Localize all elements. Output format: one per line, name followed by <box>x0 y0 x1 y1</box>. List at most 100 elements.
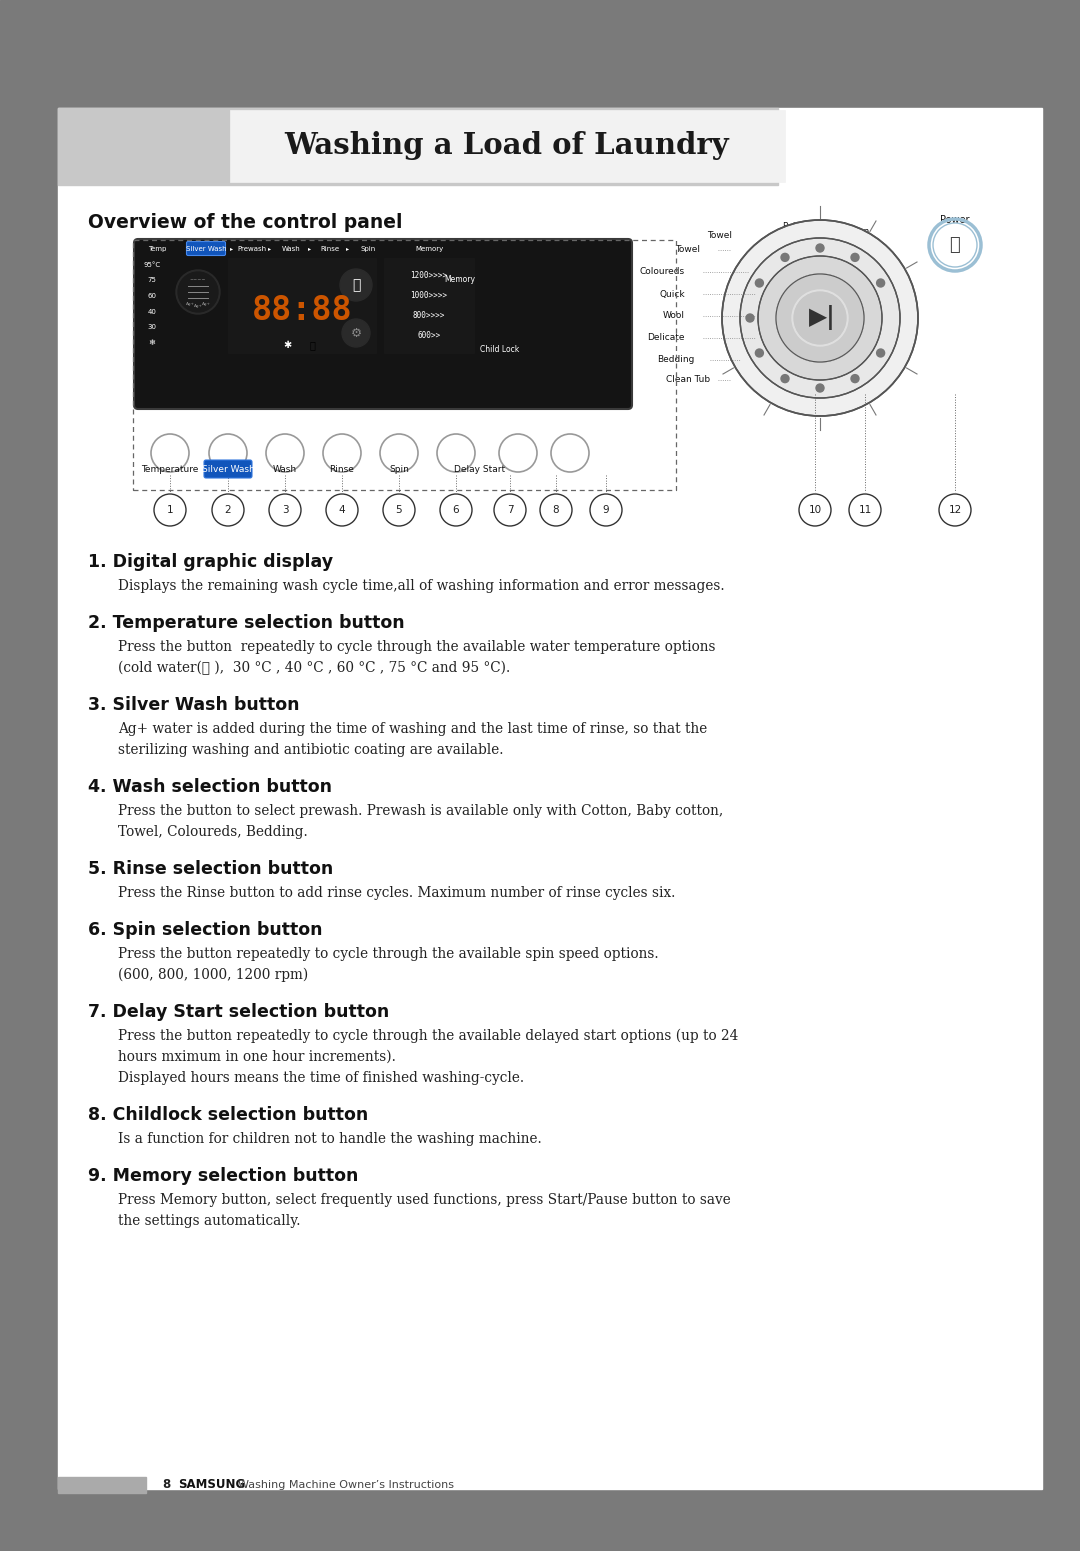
Text: Prewash: Prewash <box>238 247 267 251</box>
Text: SAMSUNG: SAMSUNG <box>178 1478 245 1492</box>
Text: 88:88: 88:88 <box>252 293 352 327</box>
Circle shape <box>777 275 864 361</box>
Text: 5: 5 <box>395 506 403 515</box>
Text: 1000>>>>: 1000>>>> <box>410 292 447 301</box>
Text: ❄: ❄ <box>149 338 156 347</box>
Bar <box>58 1477 146 1494</box>
Bar <box>1042 109 1080 1489</box>
Bar <box>58 109 778 185</box>
Circle shape <box>723 220 917 416</box>
Text: 1200>>>>: 1200>>>> <box>410 271 447 281</box>
Text: 8. Childlock selection button: 8. Childlock selection button <box>87 1106 368 1124</box>
Circle shape <box>740 237 900 399</box>
Text: Overview of the control panel: Overview of the control panel <box>87 212 403 231</box>
Text: Wash: Wash <box>282 247 300 251</box>
Text: 🔒: 🔒 <box>309 340 315 351</box>
Text: Wool: Wool <box>663 312 685 321</box>
Text: 1: 1 <box>166 506 173 515</box>
Text: Spin: Spin <box>361 247 376 251</box>
Circle shape <box>746 313 754 323</box>
Text: ✱: ✱ <box>283 340 292 351</box>
Text: 5. Rinse selection button: 5. Rinse selection button <box>87 859 334 878</box>
Text: 8: 8 <box>553 506 559 515</box>
FancyBboxPatch shape <box>187 242 226 256</box>
Text: ▸: ▸ <box>347 247 350 251</box>
Text: Towel, Coloureds, Bedding.: Towel, Coloureds, Bedding. <box>118 825 308 839</box>
Circle shape <box>781 253 789 262</box>
Text: (600, 800, 1000, 1200 rpm): (600, 800, 1000, 1200 rpm) <box>118 968 308 982</box>
Text: Temperature: Temperature <box>141 464 199 473</box>
Text: 4. Wash selection button: 4. Wash selection button <box>87 779 332 796</box>
Circle shape <box>816 385 824 392</box>
Text: Silver Wash: Silver Wash <box>186 247 227 251</box>
Text: Press the button  repeatedly to cycle through the available water temperature op: Press the button repeatedly to cycle thr… <box>118 641 715 655</box>
Bar <box>0 1489 1080 1551</box>
Text: Coloureds: Coloureds <box>639 267 685 276</box>
Text: Ag+: Ag+ <box>186 302 194 306</box>
Text: Ag+: Ag+ <box>193 304 203 309</box>
Circle shape <box>877 349 885 357</box>
Text: Ag+: Ag+ <box>202 302 211 306</box>
Bar <box>133 240 676 490</box>
FancyBboxPatch shape <box>204 461 252 478</box>
Circle shape <box>755 279 764 287</box>
Text: Silver Wash: Silver Wash <box>202 464 255 473</box>
Text: ~~~~: ~~~~ <box>190 278 206 282</box>
Text: Rinse: Rinse <box>329 464 354 473</box>
Text: 6. Spin selection button: 6. Spin selection button <box>87 921 323 938</box>
Text: Washing a Load of Laundry: Washing a Load of Laundry <box>285 132 729 160</box>
Text: 3: 3 <box>282 506 288 515</box>
Text: 600>>: 600>> <box>418 332 441 341</box>
Circle shape <box>816 244 824 251</box>
Circle shape <box>340 268 372 301</box>
Bar <box>230 110 785 181</box>
Text: Child Lock: Child Lock <box>481 346 519 355</box>
Text: ⏱: ⏱ <box>352 278 361 292</box>
Text: Is a function for children not to handle the washing machine.: Is a function for children not to handle… <box>118 1132 542 1146</box>
Text: Delay Start: Delay Start <box>455 464 505 473</box>
Bar <box>58 109 1042 1489</box>
Text: Ag+ water is added during the time of washing and the last time of rinse, so tha: Ag+ water is added during the time of wa… <box>118 723 707 737</box>
Text: Press the Rinse button to add rinse cycles. Maximum number of rinse cycles six.: Press the Rinse button to add rinse cycl… <box>118 886 675 900</box>
Bar <box>0 0 1080 109</box>
Text: hours mximum in one hour increments).: hours mximum in one hour increments). <box>118 1050 396 1064</box>
Text: 9: 9 <box>603 506 609 515</box>
Circle shape <box>178 271 218 312</box>
Circle shape <box>851 375 859 383</box>
Text: Washing Machine Owner’s Instructions: Washing Machine Owner’s Instructions <box>238 1480 454 1491</box>
Text: Memory: Memory <box>416 247 444 251</box>
Bar <box>384 257 474 354</box>
Text: Cotton: Cotton <box>840 228 870 236</box>
Text: 9. Memory selection button: 9. Memory selection button <box>87 1166 359 1185</box>
Text: Displays the remaining wash cycle time,all of washing information and error mess: Displays the remaining wash cycle time,a… <box>118 579 725 592</box>
Text: Spin: Spin <box>389 464 409 473</box>
Text: Rinse: Rinse <box>321 247 339 251</box>
Text: Quick: Quick <box>660 290 685 298</box>
Text: 1. Digital graphic display: 1. Digital graphic display <box>87 554 333 571</box>
Text: ⏻: ⏻ <box>949 236 960 254</box>
Text: 2. Temperature selection button: 2. Temperature selection button <box>87 614 405 631</box>
Text: 10: 10 <box>809 506 822 515</box>
Text: 40: 40 <box>148 309 157 315</box>
Text: (cold water(Ⓚ ),  30 °C , 40 °C , 60 °C , 75 °C and 95 °C).: (cold water(Ⓚ ), 30 °C , 40 °C , 60 °C ,… <box>118 661 510 675</box>
Text: Bedding: Bedding <box>658 355 696 364</box>
Text: 3. Silver Wash button: 3. Silver Wash button <box>87 696 299 713</box>
Circle shape <box>794 292 846 344</box>
Text: Press Memory button, select frequently used functions, press Start/Pause button : Press Memory button, select frequently u… <box>118 1193 731 1207</box>
Text: 4: 4 <box>339 506 346 515</box>
Text: the settings automatically.: the settings automatically. <box>118 1214 300 1228</box>
Text: Clean Tub: Clean Tub <box>666 375 710 385</box>
Text: Delicate: Delicate <box>648 333 685 343</box>
Text: Power: Power <box>941 216 970 225</box>
Text: ▸: ▸ <box>309 247 311 251</box>
Text: Towel: Towel <box>707 231 732 239</box>
Text: 7. Delay Start selection button: 7. Delay Start selection button <box>87 1003 389 1021</box>
Bar <box>0 109 58 1489</box>
Circle shape <box>851 253 859 262</box>
Text: ▶|: ▶| <box>809 306 835 330</box>
FancyBboxPatch shape <box>134 239 632 409</box>
Text: ▸: ▸ <box>269 247 271 251</box>
Text: 11: 11 <box>859 506 872 515</box>
Bar <box>228 257 376 354</box>
Circle shape <box>781 375 789 383</box>
